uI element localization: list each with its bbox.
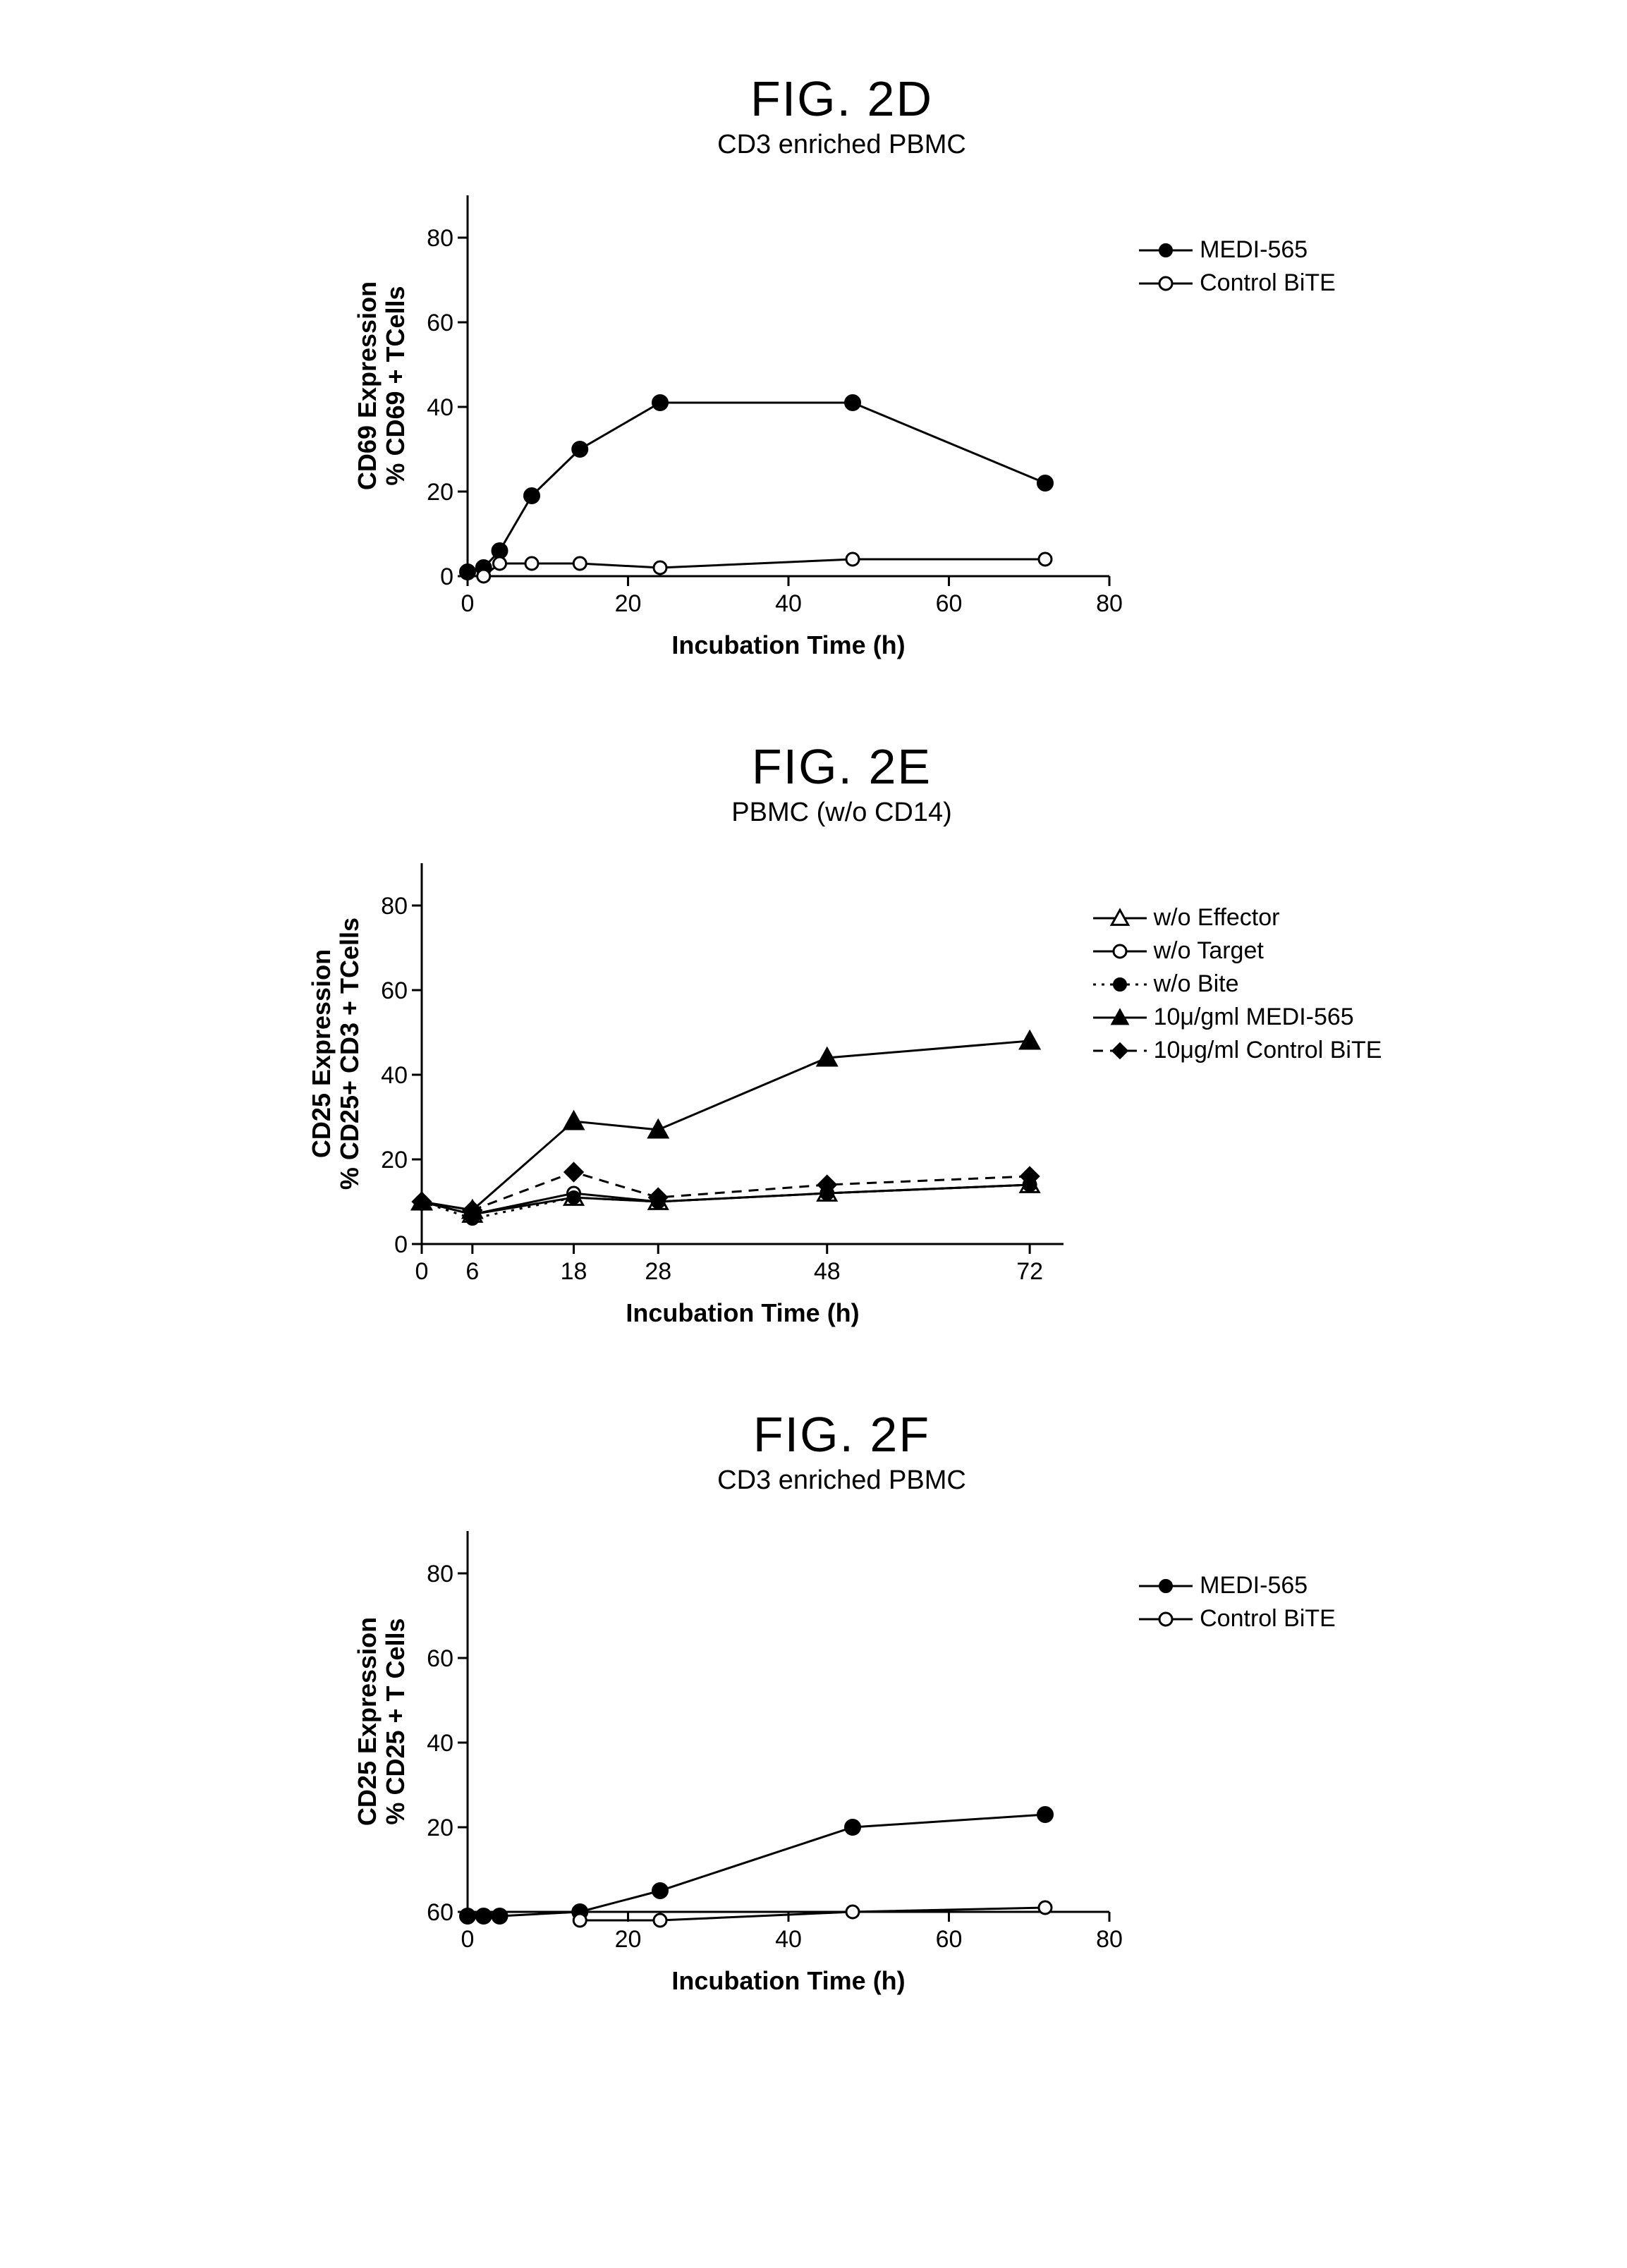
legend-2e: w/o Effector w/o Target w/o Bite 10μ/gml ME…	[1092, 898, 1382, 1070]
svg-text:40: 40	[381, 1062, 408, 1089]
legend-item: 10μg/ml Control BiTE	[1092, 1037, 1382, 1064]
svg-text:40: 40	[775, 590, 802, 617]
svg-text:48: 48	[813, 1258, 840, 1285]
svg-text:20: 20	[615, 1926, 642, 1953]
svg-text:Incubation Time (h): Incubation Time (h)	[671, 1966, 905, 1995]
figure-2d-title: FIG. 2D	[28, 71, 1627, 127]
svg-text:CD69 Expression: CD69 Expression	[353, 281, 382, 490]
figure-2d-subtitle: CD3 enriched PBMC	[28, 130, 1627, 160]
legend-label: Control BiTE	[1200, 269, 1336, 297]
legend-symbol	[1092, 1006, 1148, 1030]
legend-item: w/o Target	[1092, 937, 1382, 965]
svg-text:20: 20	[381, 1147, 408, 1173]
figure-2d: FIG. 2D CD3 enriched PBMC 0 20 40 60 80 0 20 40…	[28, 71, 1627, 682]
svg-text:Incubation Time (h): Incubation Time (h)	[671, 630, 905, 659]
figure-2f-subtitle: CD3 enriched PBMC	[28, 1465, 1627, 1496]
svg-text:0: 0	[461, 1926, 475, 1953]
chart-2d-svg: 0 20 40 60 80 0 20 40 60 80 Incubation Time (h) CD6…	[348, 174, 1123, 682]
legend-symbol	[1138, 272, 1194, 295]
legend-label: w/o Effector	[1154, 904, 1280, 932]
legend-label: w/o Bite	[1154, 970, 1239, 998]
legend-item: MEDI-565	[1138, 236, 1336, 264]
svg-text:60: 60	[936, 590, 963, 617]
chart-2e-svg: 0 6 18 28 48 72 0 20 40 60 80 Incubation Time (h) CD…	[302, 842, 1078, 1350]
legend-symbol	[1138, 238, 1194, 262]
svg-text:0: 0	[394, 1231, 408, 1258]
legend-item: MEDI-565	[1138, 1572, 1336, 1599]
svg-text:20: 20	[427, 1815, 453, 1841]
legend-symbol	[1092, 906, 1148, 930]
legend-2d: MEDI-565 Control BiTE	[1138, 231, 1336, 303]
svg-text:20: 20	[427, 479, 453, 506]
svg-text:% CD25+ CD3 + TCells: % CD25+ CD3 + TCells	[335, 917, 364, 1190]
svg-text:% CD25 + T Cells: % CD25 + T Cells	[381, 1618, 410, 1824]
svg-text:40: 40	[775, 1926, 802, 1953]
svg-text:18: 18	[560, 1258, 587, 1285]
svg-text:72: 72	[1016, 1258, 1043, 1285]
page: { "chart2D": { "type": "line", "title": …	[28, 71, 1627, 2018]
svg-text:CD25 Expression: CD25 Expression	[307, 949, 336, 1158]
svg-text:80: 80	[381, 893, 408, 920]
legend-label: MEDI-565	[1200, 1572, 1308, 1599]
svg-text:40: 40	[427, 394, 453, 421]
legend-symbol	[1138, 1607, 1194, 1631]
legend-symbol	[1092, 939, 1148, 963]
svg-text:80: 80	[427, 225, 453, 252]
legend-2f: MEDI-565 Control BiTE	[1138, 1566, 1336, 1638]
svg-text:20: 20	[615, 590, 642, 617]
svg-text:80: 80	[1096, 1926, 1123, 1953]
svg-text:60: 60	[427, 1645, 453, 1672]
figure-2f: FIG. 2F CD3 enriched PBMC 0 20 40 60 80 60 20 4…	[28, 1406, 1627, 2018]
chart-2f-svg: 0 20 40 60 80 60 20 40 60 80 Incubation Time (h) CD…	[348, 1510, 1123, 2018]
svg-text:60: 60	[936, 1926, 963, 1953]
svg-text:60: 60	[427, 1899, 453, 1926]
svg-text:60: 60	[427, 310, 453, 336]
legend-label: w/o Target	[1154, 937, 1264, 965]
legend-item: 10μ/gml MEDI-565	[1092, 1004, 1382, 1031]
svg-text:60: 60	[381, 977, 408, 1004]
figure-2e-title: FIG. 2E	[28, 738, 1627, 795]
legend-label: MEDI-565	[1200, 236, 1308, 264]
legend-symbol	[1092, 1039, 1148, 1063]
legend-symbol	[1138, 1574, 1194, 1598]
legend-label: Control BiTE	[1200, 1605, 1336, 1633]
figure-2e-subtitle: PBMC (w/o CD14)	[28, 798, 1627, 828]
figure-2f-title: FIG. 2F	[28, 1406, 1627, 1463]
legend-label: 10μ/gml MEDI-565	[1154, 1004, 1354, 1031]
legend-symbol	[1092, 973, 1148, 996]
svg-text:0: 0	[461, 590, 475, 617]
legend-item: Control BiTE	[1138, 1605, 1336, 1633]
svg-text:6: 6	[465, 1258, 479, 1285]
legend-item: w/o Effector	[1092, 904, 1382, 932]
svg-text:Incubation Time (h): Incubation Time (h)	[626, 1298, 859, 1327]
svg-text:% CD69 + TCells: % CD69 + TCells	[381, 286, 410, 485]
figure-2e: FIG. 2E PBMC (w/o CD14) 0 6 18 28 48 72 0 20 40 6…	[28, 738, 1627, 1350]
svg-text:80: 80	[1096, 590, 1123, 617]
svg-text:28: 28	[645, 1258, 671, 1285]
svg-text:CD25 Expression: CD25 Expression	[353, 1617, 382, 1826]
svg-text:80: 80	[427, 1561, 453, 1587]
legend-label: 10μg/ml Control BiTE	[1154, 1037, 1382, 1064]
svg-text:40: 40	[427, 1730, 453, 1757]
legend-item: Control BiTE	[1138, 269, 1336, 297]
svg-text:0: 0	[440, 563, 453, 590]
legend-item: w/o Bite	[1092, 970, 1382, 998]
svg-text:0: 0	[415, 1258, 428, 1285]
